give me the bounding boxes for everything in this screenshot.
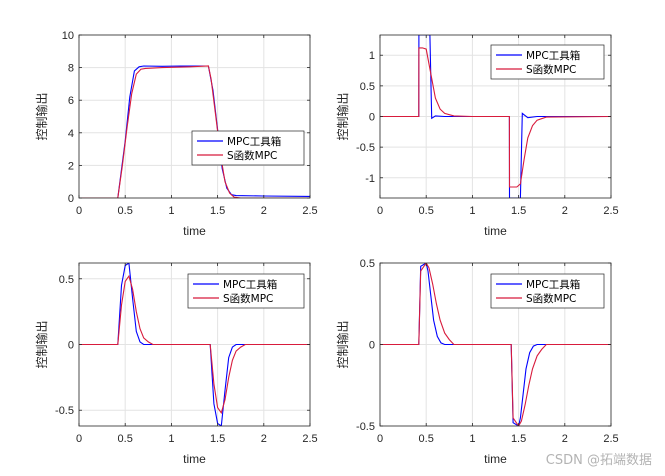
y-tick-label: 0 (369, 340, 375, 352)
x-tick-label: 1 (469, 433, 475, 445)
y-tick-label: 0 (68, 340, 74, 352)
x-tick-label: 2.5 (302, 205, 317, 217)
x-tick-label: 1.5 (511, 205, 526, 217)
y-tick-label: -0.5 (356, 421, 375, 433)
x-tick-label: 2.5 (603, 433, 618, 445)
x-axis-label: time (183, 452, 206, 466)
series-line-s-function (380, 47, 611, 188)
x-tick-label: 2 (261, 433, 267, 445)
x-tick-label: 0 (377, 433, 383, 445)
y-tick-label: 10 (62, 30, 74, 42)
legend-label-s-function: S函数MPC (227, 149, 277, 162)
y-tick-label: 0.5 (360, 81, 375, 93)
legend-label-s-function: S函数MPC (526, 292, 576, 305)
x-tick-label: 2.5 (302, 433, 317, 445)
subplot-2: 0 0.5 1 1.5 2 2.5 -1 -0.5 0 0.5 1 time 控制输出 MPC工具箱S函数… (335, 34, 619, 238)
y-tick-label: 0.5 (59, 274, 74, 286)
y-axis-label: 控制输出 (335, 320, 350, 368)
y-tick-label: 2 (68, 160, 74, 172)
x-axis-label: time (183, 224, 206, 238)
series-line-s-function (79, 65, 310, 198)
x-tick-label: 1 (168, 205, 174, 217)
x-tick-label: 0.5 (118, 433, 133, 445)
y-tick-label: 6 (68, 95, 74, 107)
y-tick-label: -0.5 (356, 142, 375, 154)
y-tick-label: 4 (68, 128, 74, 140)
series-line-s-function (79, 274, 310, 415)
x-tick-label: 0 (377, 205, 383, 217)
x-axis-label: time (484, 224, 507, 238)
x-tick-label: 2 (562, 433, 568, 445)
x-tick-label: 0 (76, 205, 82, 217)
y-tick-label: 0 (68, 193, 74, 205)
axes-box (78, 34, 311, 199)
x-tick-label: 0.5 (419, 205, 434, 217)
y-tick-label: -0.5 (55, 405, 74, 417)
x-tick-label: 1 (469, 205, 475, 217)
x-tick-label: 1.5 (511, 433, 526, 445)
y-axis-label: 控制输出 (335, 92, 350, 140)
y-axis-label: 控制输出 (34, 320, 49, 368)
legend-box (191, 130, 305, 166)
legend-label-mpc: MPC工具箱 (223, 278, 277, 291)
x-tick-label: 0.5 (118, 205, 133, 217)
y-tick-label: 0.5 (360, 258, 375, 270)
legend-label-mpc: MPC工具箱 (526, 278, 580, 291)
x-tick-label: 0.5 (419, 433, 434, 445)
x-tick-label: 2 (562, 205, 568, 217)
y-tick-label: 1 (369, 50, 375, 62)
legend-label-mpc: MPC工具箱 (227, 135, 281, 148)
y-tick-label: 0 (369, 112, 375, 124)
x-tick-label: 1.5 (210, 433, 225, 445)
x-axis-label: time (484, 452, 507, 466)
legend-label-s-function: S函数MPC (526, 63, 576, 76)
legend-box (490, 273, 605, 309)
series-line-s-function (380, 263, 611, 426)
x-tick-label: 1.5 (210, 205, 225, 217)
legend-box (490, 44, 605, 80)
legend-box (187, 273, 305, 309)
y-tick-label: 8 (68, 63, 74, 75)
x-tick-label: 1 (168, 433, 174, 445)
legend-label-s-function: S函数MPC (223, 292, 273, 305)
x-tick-label: 0 (76, 433, 82, 445)
y-tick-label: -1 (365, 173, 375, 185)
x-tick-label: 2.5 (603, 205, 618, 217)
y-axis-label: 控制输出 (34, 92, 49, 140)
x-tick-label: 2 (261, 205, 267, 217)
watermark: CSDN @拓端数据 (546, 453, 652, 468)
legend-label-mpc: MPC工具箱 (526, 49, 580, 62)
